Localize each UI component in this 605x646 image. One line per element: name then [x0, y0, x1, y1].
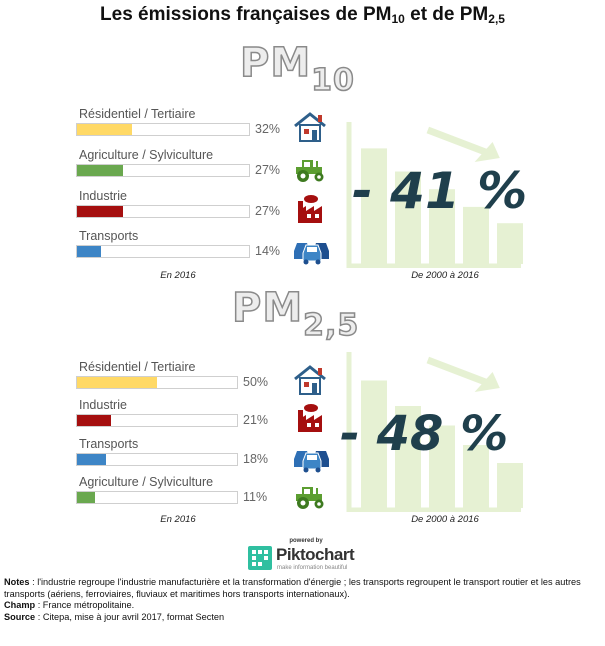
pm25-heading-main: PM [231, 284, 304, 332]
pm25-heading: PM2,5 [231, 284, 359, 344]
category-label: Agriculture / Sylviculture [79, 148, 214, 162]
cars-icon [292, 233, 329, 265]
change-percentage: - 48 % [340, 406, 509, 462]
title-middle: et de PM [404, 4, 489, 25]
decline-trend-icon [346, 122, 523, 268]
category-label: Résidentiel / Tertiaire [79, 360, 196, 374]
champ-label: Champ [4, 600, 36, 610]
value-label: 27% [255, 204, 281, 218]
main-title: Les émissions françaises de PM10 et de P… [0, 4, 605, 26]
source-text: : Citepa, mise à jour avril 2017, format… [35, 611, 225, 622]
factory-icon [292, 193, 328, 225]
pm10-heading: PM10 [239, 39, 355, 99]
category-label: Transports [79, 229, 139, 243]
piktochart-mark-icon [248, 546, 272, 570]
notes-text: : l'industrie regroupe l'industrie manuf… [4, 577, 581, 599]
value-label: 27% [255, 163, 281, 177]
bar-fill [77, 454, 106, 465]
caption-period: De 2000 à 2016 [411, 270, 479, 281]
category-label: Industrie [79, 189, 127, 203]
title-sub-10: 10 [391, 12, 405, 26]
category-label: Transports [79, 437, 139, 451]
decline-trend-icon [346, 352, 523, 512]
bar-track [76, 164, 250, 177]
bar-fill [77, 492, 95, 503]
bar-track [76, 245, 250, 258]
title-prefix: Les émissions françaises de PM [100, 4, 392, 25]
value-label: 11% [243, 490, 268, 504]
tractor-icon [292, 479, 328, 511]
title-sub-25: 2,5 [488, 12, 505, 26]
logo-tagline: make information beautiful [277, 565, 348, 571]
factory-icon [292, 402, 328, 434]
category-label: Industrie [79, 398, 127, 412]
notes-line: Notes : l'industrie regroupe l'industrie… [4, 577, 604, 600]
caption-year: En 2016 [160, 270, 196, 281]
logo-powered-by: powered by [289, 538, 323, 544]
bar-fill [77, 415, 111, 426]
bar-track [76, 453, 238, 466]
house-icon [292, 111, 328, 143]
bar-fill [77, 124, 133, 135]
champ-text: : France métropolitaine. [35, 600, 135, 610]
pm25-heading-sub: 2,5 [302, 307, 360, 344]
caption-period: De 2000 à 2016 [411, 514, 479, 525]
bar-track [76, 376, 238, 389]
bar-fill [77, 246, 102, 257]
cars-icon [292, 441, 329, 473]
bar-track [76, 491, 238, 504]
category-label: Résidentiel / Tertiaire [79, 107, 196, 121]
value-label: 50% [243, 375, 269, 389]
value-label: 21% [243, 413, 269, 427]
source-line: Source : Citepa, mise à jour avril 2017,… [4, 612, 604, 624]
pm10-heading-sub: 10 [310, 62, 355, 99]
bar-track [76, 123, 250, 136]
bar-track [76, 414, 238, 427]
notes-label: Notes [4, 577, 30, 587]
logo-name: Piktochart [276, 545, 355, 564]
notes-block: Notes : l'industrie regroupe l'industrie… [4, 577, 604, 623]
bar-track [76, 205, 250, 218]
value-label: 14% [255, 244, 281, 258]
champ-line: Champ : France métropolitaine. [4, 600, 604, 612]
house-icon [292, 364, 328, 396]
piktochart-logo: powered by Piktochart make information b… [248, 538, 363, 574]
bar-fill [77, 377, 157, 388]
category-label: Agriculture / Sylviculture [79, 475, 214, 489]
value-label: 18% [243, 452, 269, 466]
bar-fill [77, 206, 124, 217]
pm10-heading-main: PM [239, 39, 312, 87]
value-label: 32% [255, 122, 281, 136]
bar-fill [77, 165, 124, 176]
caption-year: En 2016 [160, 514, 196, 525]
source-label: Source [4, 611, 36, 622]
tractor-icon [292, 152, 328, 184]
change-percentage: - 41 % [352, 162, 528, 220]
